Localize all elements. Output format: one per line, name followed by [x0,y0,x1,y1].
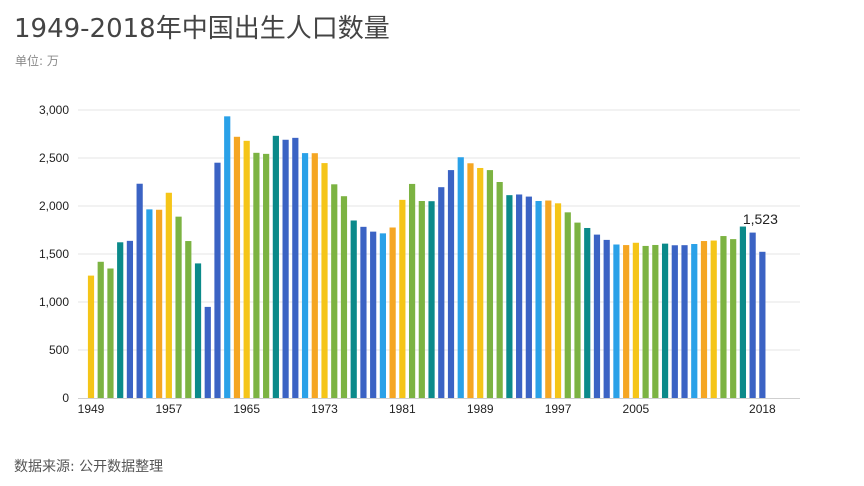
y-tick-label: 1,000 [39,295,69,309]
bar-2000 [584,227,591,398]
x-tick-label: 1949 [78,402,105,416]
bar-1964 [233,136,241,398]
bar-1985 [438,187,445,398]
bar-1983 [418,201,425,398]
bar-1977 [360,226,367,398]
bar-2007 [652,244,659,398]
bar-2001 [593,234,601,398]
y-tick-label: 2,000 [39,199,69,213]
bar-1951 [107,268,114,398]
bar-1999 [574,222,581,398]
y-tick-label: 2,500 [39,151,69,165]
bar-2011 [691,244,698,398]
bar-2006 [642,245,649,398]
bar-1965 [243,140,250,399]
x-tick-label: 1989 [467,402,494,416]
bar-2008 [661,243,669,398]
bar-1955 [146,209,153,398]
x-tick-label: 2018 [749,402,776,416]
bar-1971 [301,153,309,398]
bar-1949 [87,275,95,398]
bar-1972 [311,153,318,398]
bar-1989 [477,167,484,398]
data-label-2018: 1,523 [743,211,778,227]
bar-1968 [272,135,279,398]
bar-1973 [321,163,328,398]
bar-1966 [253,152,260,398]
bar-1988 [467,163,474,398]
annotations: 1,523 [743,211,778,227]
bar-2009 [671,245,678,398]
bar-2012 [700,241,708,398]
y-tick-label: 3,000 [39,103,69,117]
bar-1967 [263,153,270,398]
bar-1958 [175,216,182,398]
bar-1962 [214,162,221,398]
bar-1998 [564,212,571,398]
bar-2013 [710,240,717,398]
bar-1952 [117,242,124,398]
bar-1959 [185,241,192,398]
y-axis-tick-labels: 0 500 1,000 1,500 2,000 2,500 3,000 [39,103,69,405]
x-tick-label: 1973 [311,402,338,416]
bar-2005 [632,242,639,398]
page-title: 1949-2018年中国出生人口数量 [14,14,390,44]
bar-1974 [331,184,338,398]
bar-1979 [379,233,386,398]
bar-1987 [457,157,464,398]
x-tick-label: 2005 [623,402,650,416]
bar-1993 [516,194,523,398]
bar-2004 [623,245,630,398]
bar-1950 [97,261,104,398]
bar-2017 [749,232,756,398]
bar-2016 [739,226,747,398]
y-tick-label: 0 [62,391,69,405]
bar-2015 [730,239,737,398]
bar-1996 [545,200,552,398]
x-tick-label: 1997 [545,402,572,416]
bar-1980 [389,227,396,398]
data-source-note: 数据来源: 公开数据整理 [14,459,164,475]
bar-1981 [399,199,406,398]
bar-1990 [486,170,494,398]
bar-1953 [126,240,134,398]
bar-1986 [447,170,455,398]
bar-1960 [194,263,202,398]
y-tick-label: 1,500 [39,247,69,261]
x-tick-label: 1957 [155,402,182,416]
x-tick-label: 1965 [233,402,260,416]
bar-1978 [370,231,377,398]
bar-1991 [496,182,503,398]
bar-1957 [165,192,172,398]
bar-1976 [350,220,357,398]
bar-1984 [428,201,435,398]
bar-1969 [282,139,289,398]
bars [87,116,766,399]
bar-1994 [525,196,532,398]
unit-label: 单位: 万 [15,54,59,68]
bar-2010 [681,245,688,398]
bar-2003 [613,244,620,398]
bar-1982 [408,183,416,398]
bar-1954 [136,183,143,398]
bar-1956 [156,209,163,398]
x-axis-tick-labels: 1949 1957 1965 1973 1981 1989 1997 2005 2018 [78,402,776,416]
bar-1992 [506,195,513,398]
bar-1961 [204,306,211,398]
bar-1963 [224,116,231,398]
bar-1995 [535,201,542,398]
bar-1970 [292,137,299,398]
bar-1975 [340,196,348,398]
x-tick-label: 1981 [389,402,416,416]
bar-2018 [759,251,766,398]
y-tick-label: 500 [49,343,69,357]
bar-2014 [720,236,727,398]
bar-1997 [554,203,562,398]
bar-2002 [603,239,610,398]
